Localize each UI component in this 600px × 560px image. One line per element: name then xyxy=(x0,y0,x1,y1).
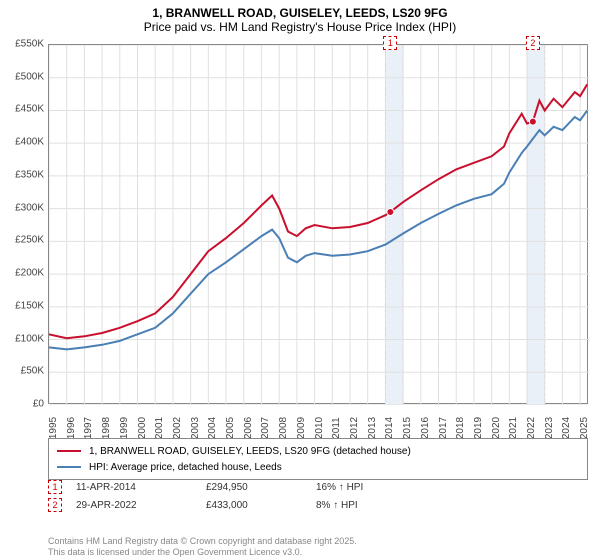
x-tick-label: 2022 xyxy=(526,417,537,439)
x-tick-label: 2001 xyxy=(154,417,165,439)
x-tick-label: 2011 xyxy=(331,417,342,439)
x-tick-label: 2005 xyxy=(225,417,236,439)
y-axis-labels: £0£50K£100K£150K£200K£250K£300K£350K£400… xyxy=(0,44,46,404)
footnote-line2: This data is licensed under the Open Gov… xyxy=(48,547,357,558)
sale-price: £294,950 xyxy=(206,482,316,493)
sale-marker-2: 2 xyxy=(526,36,540,50)
x-tick-label: 1996 xyxy=(66,417,77,439)
x-tick-label: 1995 xyxy=(48,417,59,439)
y-tick-label: £300K xyxy=(15,202,44,213)
x-tick-label: 2013 xyxy=(367,417,378,439)
sale-date: 11-APR-2014 xyxy=(76,482,206,493)
y-tick-label: £150K xyxy=(15,300,44,311)
y-tick-label: £100K xyxy=(15,333,44,344)
x-tick-label: 2007 xyxy=(260,417,271,439)
footnote-line1: Contains HM Land Registry data © Crown c… xyxy=(48,536,357,547)
chart-plot-area: 12 xyxy=(48,44,588,404)
sale-date: 29-APR-2022 xyxy=(76,500,206,511)
x-tick-label: 2015 xyxy=(402,417,413,439)
legend-row: 1, BRANWELL ROAD, GUISELEY, LEEDS, LS20 … xyxy=(57,443,579,459)
y-tick-label: £450K xyxy=(15,104,44,115)
sale-index-marker: 2 xyxy=(48,498,62,512)
x-tick-label: 2012 xyxy=(349,417,360,439)
x-tick-label: 2025 xyxy=(579,417,590,439)
chart-svg xyxy=(49,45,589,405)
title-subtitle: Price paid vs. HM Land Registry's House … xyxy=(0,20,600,34)
legend-label: 1, BRANWELL ROAD, GUISELEY, LEEDS, LS20 … xyxy=(89,446,411,457)
y-tick-label: £250K xyxy=(15,235,44,246)
x-tick-label: 2008 xyxy=(278,417,289,439)
y-tick-label: £500K xyxy=(15,71,44,82)
x-tick-label: 1998 xyxy=(101,417,112,439)
x-tick-label: 2023 xyxy=(544,417,555,439)
sales-table: 1 11-APR-2014£294,95016% ↑ HPI 2 29-APR-202… xyxy=(48,478,588,514)
y-tick-label: £200K xyxy=(15,268,44,279)
x-tick-label: 2018 xyxy=(455,417,466,439)
chart-container: { "title": { "line1": "1, BRANWELL ROAD,… xyxy=(0,0,600,560)
sale-pct: 16% ↑ HPI xyxy=(316,482,363,493)
sale-row: 2 29-APR-2022£433,0008% ↑ HPI xyxy=(48,496,588,514)
sale-price: £433,000 xyxy=(206,500,316,511)
legend-swatch xyxy=(57,466,81,468)
x-tick-label: 2000 xyxy=(137,417,148,439)
sale-index-marker: 1 xyxy=(48,480,62,494)
x-tick-label: 2020 xyxy=(491,417,502,439)
x-tick-label: 2016 xyxy=(420,417,431,439)
sale-marker-1: 1 xyxy=(383,36,397,50)
x-tick-label: 2003 xyxy=(190,417,201,439)
sale-pct: 8% ↑ HPI xyxy=(316,500,358,511)
x-tick-label: 2024 xyxy=(561,417,572,439)
legend-box: 1, BRANWELL ROAD, GUISELEY, LEEDS, LS20 … xyxy=(48,438,588,480)
x-tick-label: 1997 xyxy=(83,417,94,439)
x-tick-label: 2009 xyxy=(296,417,307,439)
legend-swatch xyxy=(57,450,81,452)
title-block: 1, BRANWELL ROAD, GUISELEY, LEEDS, LS20 … xyxy=(0,0,600,36)
legend-label: HPI: Average price, detached house, Leed… xyxy=(89,462,282,473)
y-tick-label: £400K xyxy=(15,137,44,148)
footnote: Contains HM Land Registry data © Crown c… xyxy=(48,536,357,558)
x-tick-label: 2004 xyxy=(207,417,218,439)
x-tick-label: 2017 xyxy=(438,417,449,439)
x-tick-label: 2002 xyxy=(172,417,183,439)
x-axis-labels: 1995 1996 1997 1998 1999 2000 2001 2002 2003 2004… xyxy=(48,406,588,436)
x-tick-label: 2010 xyxy=(314,417,325,439)
y-tick-label: £0 xyxy=(33,399,44,410)
x-tick-label: 2006 xyxy=(243,417,254,439)
legend-row: HPI: Average price, detached house, Leed… xyxy=(57,459,579,475)
title-address: 1, BRANWELL ROAD, GUISELEY, LEEDS, LS20 … xyxy=(0,6,600,20)
y-tick-label: £50K xyxy=(21,366,44,377)
y-tick-label: £550K xyxy=(15,39,44,50)
x-tick-label: 2019 xyxy=(473,417,484,439)
x-tick-label: 2014 xyxy=(384,417,395,439)
x-tick-label: 1999 xyxy=(119,417,130,439)
sale-row: 1 11-APR-2014£294,95016% ↑ HPI xyxy=(48,478,588,496)
y-tick-label: £350K xyxy=(15,169,44,180)
x-tick-label: 2021 xyxy=(508,417,519,439)
